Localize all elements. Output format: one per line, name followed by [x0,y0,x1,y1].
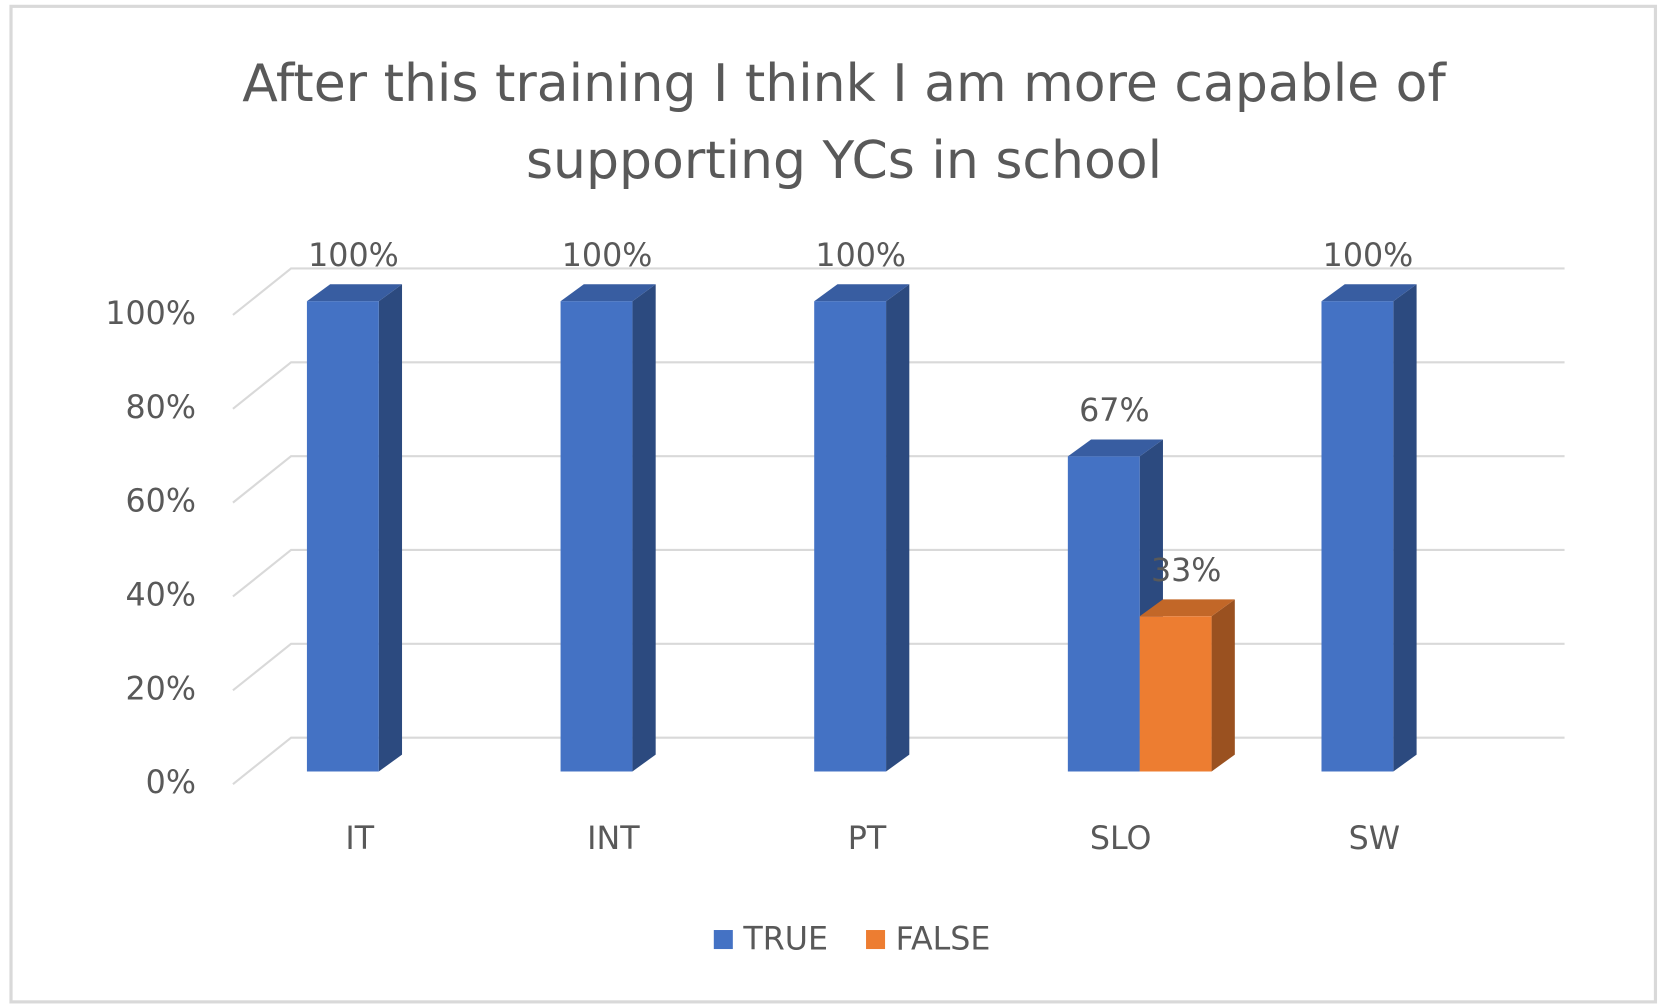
data-label: 67% [1079,393,1149,429]
x-tick-label: IT [345,821,374,857]
bar-side [1211,599,1235,772]
bar-top [1067,439,1163,457]
chart-title: After this training I think I am more ca… [242,54,1446,191]
bar-front [814,301,887,772]
y-tick-label: 100% [105,296,196,332]
bar-front [1321,301,1394,772]
bar-side [1393,284,1417,772]
bar-front [560,301,633,772]
data-label: 100% [562,238,653,274]
bar-top [814,284,910,302]
legend-label: TRUE [742,922,828,958]
bar-top [1321,284,1417,302]
bar-side [378,284,403,772]
bar [814,284,910,772]
y-tick-label: 0% [146,765,196,801]
bar-top [1139,599,1235,617]
bar-side [632,284,656,772]
y-tick-label: 40% [126,577,196,613]
x-tick-label: SW [1349,821,1400,857]
x-tick-label: INT [587,821,640,857]
data-label: 100% [1323,238,1414,274]
legend-swatch [713,930,733,950]
bar [1067,439,1163,772]
bar-front [306,301,379,772]
data-label: 100% [308,238,399,274]
y-tick-label: 20% [126,671,196,707]
bar [306,284,403,772]
y-tick-label: 80% [126,390,196,426]
bar-side [886,284,910,772]
data-label: 100% [815,238,906,274]
bar [1321,284,1417,772]
x-tick-label: PT [848,821,887,857]
bar-front [1139,616,1212,772]
grid-line [232,361,1565,410]
y-tick-label: 60% [126,484,196,520]
bar-front [1067,456,1140,772]
bar-top [306,284,403,302]
grid-line [232,267,1565,316]
x-tick-label: SLO [1090,821,1152,857]
bar-top [560,284,656,302]
bar [560,284,656,772]
legend-swatch [866,930,886,950]
data-label: 33% [1151,553,1221,589]
legend-label: FALSE [896,922,991,958]
bar [1139,599,1235,772]
